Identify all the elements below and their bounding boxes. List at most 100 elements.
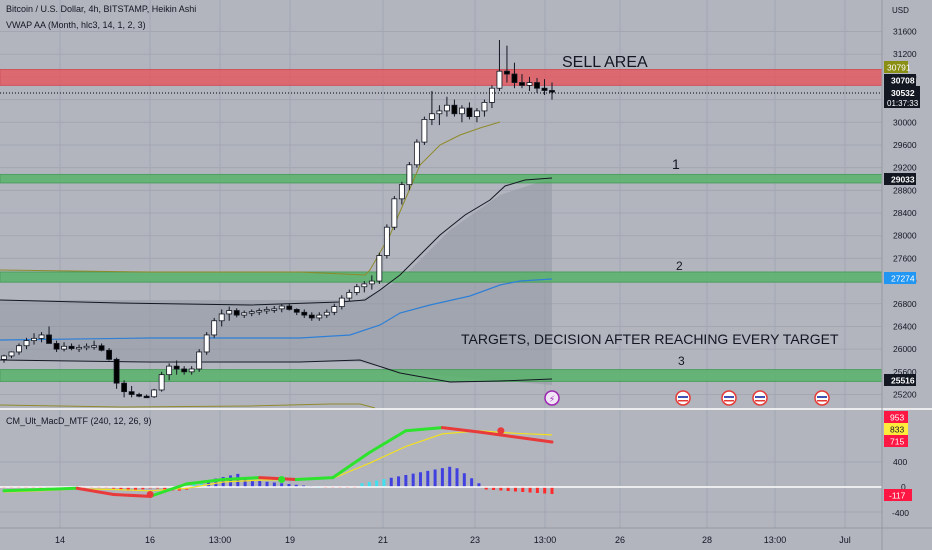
candle-body <box>188 368 195 373</box>
candle-body <box>504 70 510 75</box>
macd-hist-bar <box>499 487 503 491</box>
candle <box>436 105 443 126</box>
last-price-text: 30532 <box>891 88 915 98</box>
candle <box>316 312 323 321</box>
macd-axis[interactable]: 400 0 -400 953 833 715 -117 <box>884 411 912 518</box>
us-flag-icon[interactable] <box>752 390 768 406</box>
price-tick-label: 31600 <box>893 27 917 37</box>
time-tick-label: 13:00 <box>209 535 232 545</box>
candle <box>383 224 390 259</box>
candle <box>466 102 473 120</box>
macd-badge-a <box>884 411 908 423</box>
macd-hist-bar <box>543 487 547 494</box>
candle-body <box>323 311 330 316</box>
us-flag-icon[interactable] <box>675 390 691 406</box>
candle-body <box>481 101 488 112</box>
macd-hist-bar <box>448 466 452 487</box>
price-tick-label: 31200 <box>893 49 917 59</box>
candle <box>519 74 525 89</box>
candle <box>496 40 503 92</box>
macd-hist-bar <box>236 473 240 487</box>
candle <box>263 306 270 314</box>
time-tick-label: 19 <box>285 535 295 545</box>
candle <box>459 105 465 123</box>
us-flag-icon[interactable] <box>721 390 737 406</box>
candle <box>406 161 413 191</box>
macd-grid <box>0 461 882 513</box>
price-tick-label: 28400 <box>893 208 917 218</box>
vwap-indicator-label[interactable]: VWAP AA (Month, hlc3, 14, 1, 2, 3) <box>6 20 146 30</box>
macd-hist-bar <box>112 487 116 489</box>
candle-body <box>338 297 345 307</box>
sell-top-badge-text: 30791 <box>887 63 911 73</box>
price-tick-label: 26000 <box>893 344 917 354</box>
macd-line-segment <box>331 451 371 480</box>
price-tick-label: 25600 <box>893 367 917 377</box>
vwap-lower-line <box>0 359 553 383</box>
macd-hist-bar <box>243 479 247 487</box>
time-axis[interactable]: 14 16 13:00 19 21 23 13:00 26 28 13:00 Jul <box>0 527 932 545</box>
macd-badge-a-text: 953 <box>890 413 904 423</box>
time-tick-label: Jul <box>839 535 851 545</box>
target-2-label: 2 <box>676 259 683 273</box>
candle-body <box>218 313 225 322</box>
vwap-mid-line <box>0 278 553 341</box>
candle-body <box>76 347 82 350</box>
price-badges: 30791 30708 30532 01:37:33 29033 27274 2… <box>884 61 920 386</box>
macd-tick-neg400: -400 <box>892 508 909 518</box>
candle-body <box>46 334 52 344</box>
candle <box>549 82 555 100</box>
candle-body <box>226 310 233 315</box>
lightning-icon[interactable]: ⚡ <box>544 390 560 406</box>
candle <box>376 252 383 284</box>
us-flag-icon[interactable] <box>814 390 830 406</box>
candle-body <box>368 280 375 285</box>
candle <box>331 303 338 316</box>
candle-body <box>143 395 150 399</box>
macd-hist-bar <box>426 470 430 487</box>
macd-line-segment <box>39 486 79 491</box>
candle-body <box>23 340 30 347</box>
time-tick-label: 13:00 <box>764 535 787 545</box>
candle <box>504 45 510 83</box>
candle <box>46 326 52 344</box>
candle-body <box>151 389 158 398</box>
macd-hist-bar <box>280 483 284 487</box>
vwap-band-fill <box>0 178 552 385</box>
time-tick-label: 13:00 <box>534 535 557 545</box>
candle-body <box>278 305 285 310</box>
price-tick-label: 29200 <box>893 163 917 173</box>
candle-body <box>136 394 143 397</box>
candle <box>368 275 375 290</box>
macd-hist-bar <box>433 469 437 487</box>
candle <box>444 96 450 117</box>
sell-bottom-badge-text: 30708 <box>891 76 915 86</box>
macd-hist-bar <box>382 479 386 487</box>
macd-hist-bar <box>484 487 488 490</box>
macd-badge-b <box>884 423 908 435</box>
candle-body <box>61 345 67 350</box>
candle-body <box>121 382 128 393</box>
candle-body <box>286 305 293 310</box>
target-zone-3 <box>0 369 883 382</box>
macd-hist-bar <box>404 475 408 487</box>
candle-body <box>166 365 173 376</box>
time-tick-label: 14 <box>55 535 65 545</box>
candle <box>31 333 37 345</box>
candle-body <box>106 349 112 360</box>
candle-body <box>406 164 413 186</box>
candle <box>211 317 218 338</box>
candle <box>98 343 105 352</box>
candle-body <box>241 312 248 316</box>
candle <box>8 351 15 359</box>
macd-indicator-label[interactable]: CM_Ult_MacD_MTF (240, 12, 26, 9) <box>6 416 152 426</box>
candle-body <box>181 368 188 373</box>
vwap-lines <box>0 121 553 409</box>
target-1-badge <box>884 173 916 185</box>
time-tick-label: 16 <box>145 535 155 545</box>
candle <box>481 99 488 117</box>
macd-hist-bar <box>207 480 211 487</box>
candle-body <box>526 82 533 86</box>
vwap-upper-line <box>0 177 553 306</box>
